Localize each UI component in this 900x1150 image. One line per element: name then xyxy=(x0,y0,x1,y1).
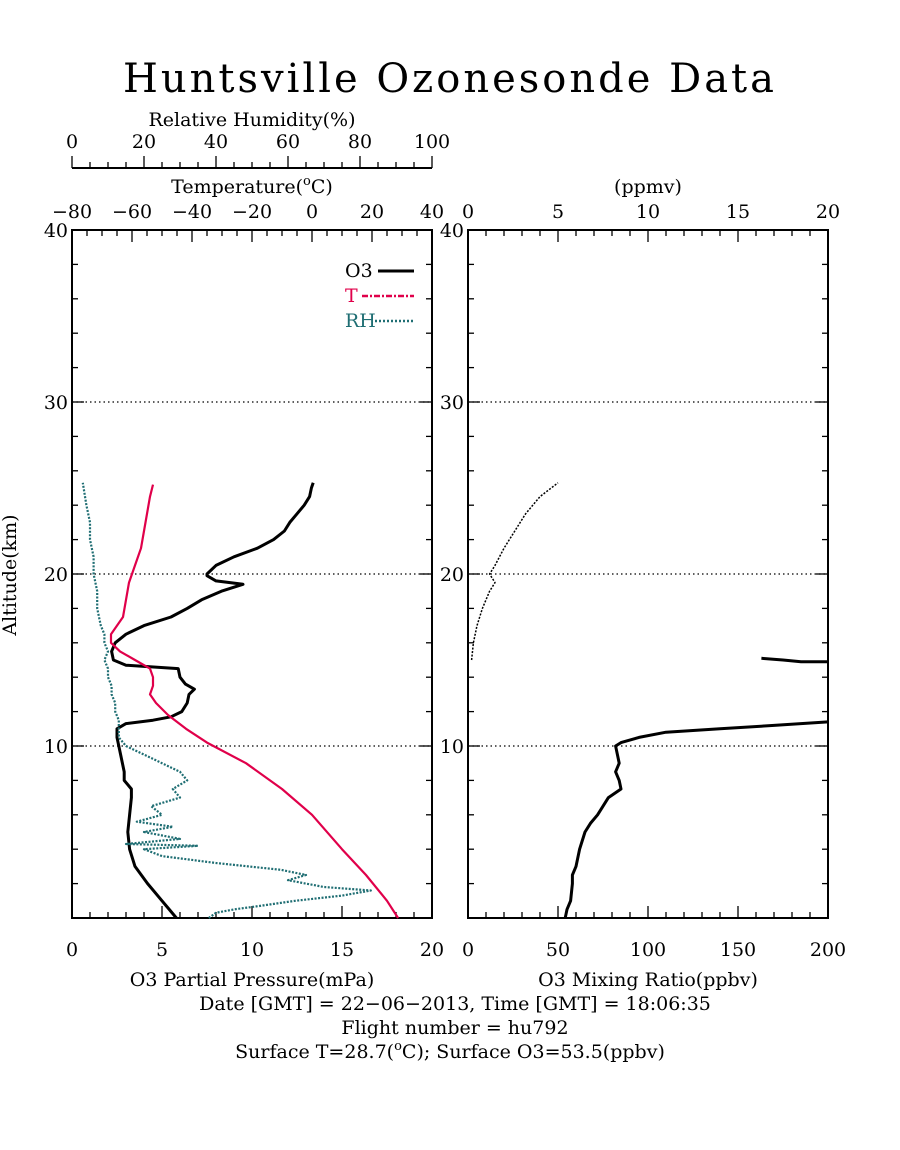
ppmv-tick-label: 0 xyxy=(462,201,474,223)
ppmv-tick-label: 5 xyxy=(552,201,564,223)
footer-surface-values: Surface T=28.7(oC); Surface O3=53.5(ppbv… xyxy=(235,1039,665,1063)
ppmv-axis: 0 5 10 15 20 xyxy=(462,201,840,223)
right-xtick-label: 0 xyxy=(462,939,474,961)
left-ytick-label: 20 xyxy=(44,564,68,586)
right-ytick-label: 20 xyxy=(440,564,464,586)
right-ytick-label: 40 xyxy=(440,220,464,242)
right-xtick-label: 100 xyxy=(630,939,666,961)
temperature-tick-label: 40 xyxy=(420,201,444,223)
chart-title: Huntsville Ozonesonde Data xyxy=(123,56,777,102)
rh-axis: 0 20 40 60 80 100 xyxy=(66,131,450,169)
ppmv-tick-label: 10 xyxy=(636,201,660,223)
o3-mixing-ratio-upper-segment xyxy=(761,656,828,664)
temperature-axis-label: Temperature(oC) xyxy=(171,174,333,198)
ppmv-axis-label: (ppmv) xyxy=(614,176,682,198)
temperature-tick-label: −80 xyxy=(52,201,92,223)
footer-flight-number: Flight number = hu792 xyxy=(341,1017,568,1039)
temperature-tick-label: 0 xyxy=(306,201,318,223)
o3-partial-pressure-line xyxy=(110,482,315,919)
relative-humidity-line xyxy=(81,482,372,919)
ppmv-tick-label: 15 xyxy=(726,201,750,223)
altitude-axis-label: Altitude(km) xyxy=(0,514,21,636)
right-xtick-label: 50 xyxy=(546,939,570,961)
temperature-axis: −80 −60 −40 −20 0 20 40 xyxy=(52,201,444,223)
rh-tick-label: 60 xyxy=(276,131,300,153)
right-ytick-label: 10 xyxy=(440,736,464,758)
left-xtick-label: 5 xyxy=(156,939,168,961)
rh-tick-label: 40 xyxy=(204,131,228,153)
left-xtick-label: 0 xyxy=(66,939,78,961)
legend-label-t: T xyxy=(345,285,358,307)
left-xtick-label: 20 xyxy=(420,939,444,961)
right-xtick-label: 150 xyxy=(720,939,756,961)
legend: O3 T RH xyxy=(345,260,414,332)
legend-label-rh: RH xyxy=(345,310,376,332)
rh-tick-label: 0 xyxy=(66,131,78,153)
temperature-tick-label: −20 xyxy=(232,201,272,223)
temperature-tick-label: −60 xyxy=(112,201,152,223)
temperature-line xyxy=(109,484,400,919)
o3-partial-pressure-axis-label: O3 Partial Pressure(mPa) xyxy=(130,969,374,991)
rh-axis-label: Relative Humidity(%) xyxy=(148,109,355,131)
temperature-tick-label: 20 xyxy=(360,201,384,223)
right-xtick-label: 200 xyxy=(810,939,846,961)
o3-ppmv-line xyxy=(470,482,559,661)
rh-tick-label: 20 xyxy=(132,131,156,153)
o3-mixing-ratio-axis-label: O3 Mixing Ratio(ppbv) xyxy=(538,969,758,991)
o3-mixing-ratio-line xyxy=(563,720,829,919)
left-ytick-label: 10 xyxy=(44,736,68,758)
left-panel: 10 20 30 40 0 5 10 15 20 xyxy=(44,220,444,961)
legend-label-o3: O3 xyxy=(345,260,373,282)
left-xtick-label: 15 xyxy=(330,939,354,961)
rh-tick-label: 100 xyxy=(414,131,450,153)
rh-tick-label: 80 xyxy=(348,131,372,153)
right-panel: 10 20 30 40 0 50 100 150 200 xyxy=(440,220,846,961)
left-ytick-label: 40 xyxy=(44,220,68,242)
left-xtick-label: 10 xyxy=(240,939,264,961)
temperature-tick-label: −40 xyxy=(172,201,212,223)
ppmv-tick-label: 20 xyxy=(816,201,840,223)
left-ytick-label: 30 xyxy=(44,392,68,414)
right-ytick-label: 30 xyxy=(440,392,464,414)
footer-date-time: Date [GMT] = 22−06−2013, Time [GMT] = 18… xyxy=(199,993,711,1015)
